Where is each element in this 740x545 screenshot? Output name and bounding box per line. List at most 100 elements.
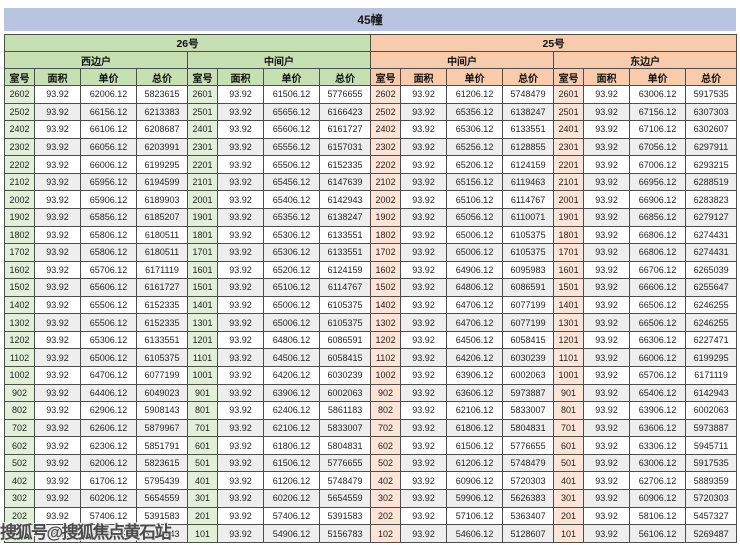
- room-number-cell: 2101: [553, 172, 585, 192]
- unit-price-cell: 64706.12: [446, 295, 504, 315]
- total-price-cell: 6293215: [685, 155, 738, 174]
- unit-price-cell: 65006.12: [80, 348, 137, 367]
- unit-price-cell: 66606.12: [629, 278, 687, 297]
- total-price-cell: 5973887: [502, 383, 555, 403]
- unit-price-cell: 65906.12: [80, 190, 137, 209]
- total-price-cell: 5720303: [685, 488, 738, 508]
- total-price-cell: 5833007: [318, 418, 372, 438]
- unit-price-cell: 65606.12: [263, 120, 320, 139]
- unit-price-cell: 66506.12: [629, 313, 687, 332]
- total-price-cell: 5823615: [136, 85, 188, 104]
- room-number-cell: 2402: [370, 120, 402, 139]
- room-number-cell: 402: [4, 471, 35, 490]
- unit-price-cell: 62006.12: [80, 453, 137, 473]
- room-number-cell: 102: [370, 524, 402, 543]
- unit-price-cell: 63906.12: [629, 401, 687, 420]
- room-number-cell: 1502: [4, 278, 35, 297]
- table-row: 602 93.92 62306.12 5851791 601 93.92 61806.12 5…: [4, 436, 738, 455]
- area-cell: 93.92: [34, 366, 81, 385]
- column-header-unit-price: 单价: [263, 68, 320, 86]
- area-cell: 93.92: [34, 243, 81, 262]
- room-number-cell: 1902: [4, 207, 35, 227]
- column-header-room-number: 室号: [4, 68, 35, 86]
- room-number-cell: 202: [370, 506, 402, 526]
- unit-header-west: 西边户: [4, 51, 188, 69]
- room-number-cell: 901: [553, 383, 585, 403]
- unit-price-cell: 61206.12: [446, 85, 504, 104]
- area-cell: 93.92: [34, 295, 81, 315]
- unit-price-cell: 60206.12: [263, 488, 320, 508]
- price-sheet: 45幢 26号 25号 西边户 中间户 中间户 东边户 室: [3, 8, 738, 543]
- area-cell: 93.92: [583, 506, 631, 526]
- unit-price-cell: 65106.12: [263, 278, 320, 297]
- unit-price-cell: 61806.12: [446, 418, 504, 438]
- unit-price-cell: 58106.12: [629, 506, 687, 526]
- unit-price-cell: 65956.12: [80, 172, 137, 192]
- total-price-cell: 6133551: [502, 120, 555, 139]
- total-price-cell: 6105375: [318, 313, 372, 332]
- area-cell: 93.92: [217, 524, 264, 543]
- area-cell: 93.92: [400, 172, 448, 192]
- unit-price-cell: 63306.12: [629, 436, 687, 455]
- room-number-cell: 801: [187, 401, 218, 420]
- total-price-cell: 6114767: [502, 190, 555, 209]
- total-price-cell: 6058415: [502, 330, 555, 350]
- area-cell: 93.92: [400, 453, 448, 473]
- area-cell: 93.92: [583, 207, 631, 227]
- unit-price-cell: 65706.12: [80, 260, 137, 280]
- room-number-cell: 2502: [4, 102, 35, 122]
- unit-price-cell: 67156.12: [629, 102, 687, 122]
- area-cell: 93.92: [34, 453, 81, 473]
- area-cell: 93.92: [400, 102, 448, 122]
- unit-price-cell: 63906.12: [446, 366, 504, 385]
- unit-price-cell: 55406.12: [80, 524, 137, 543]
- column-header-room-number: 室号: [553, 68, 585, 86]
- table-row: 102 93.92 55406.12 5203743 101 93.92 54906.12 5…: [4, 524, 738, 543]
- room-number-cell: 1002: [4, 366, 35, 385]
- unit-header-east: 东边户: [553, 51, 738, 69]
- watermark: 搜狐号@搜狐焦点黄石站: [0, 523, 172, 542]
- area-cell: 93.92: [217, 383, 264, 403]
- room-number-cell: 301: [553, 488, 585, 508]
- area-cell: 93.92: [34, 102, 81, 122]
- room-number-cell: 2401: [187, 120, 218, 139]
- area-cell: 93.92: [400, 225, 448, 245]
- area-cell: 93.92: [217, 102, 264, 122]
- room-number-cell: 1601: [553, 260, 585, 280]
- unit-price-cell: 65356.12: [263, 207, 320, 227]
- area-cell: 93.92: [34, 524, 81, 543]
- table-row: 302 93.92 60206.12 5654559 301 93.92 60206.12 5…: [4, 488, 738, 508]
- area-cell: 93.92: [400, 348, 448, 367]
- room-number-cell: 1002: [370, 366, 402, 385]
- total-price-cell: 6049023: [136, 383, 188, 403]
- room-number-cell: 2202: [4, 155, 35, 174]
- building-title: 45幢: [357, 13, 383, 27]
- total-price-cell: 6128855: [502, 137, 555, 157]
- unit-price-cell: 65256.12: [446, 137, 504, 157]
- unit-price-cell: 62906.12: [80, 401, 137, 420]
- column-header-area: 面积: [34, 68, 81, 86]
- unit-price-cell: 64206.12: [263, 366, 320, 385]
- area-cell: 93.92: [583, 243, 631, 262]
- area-cell: 93.92: [217, 471, 264, 490]
- unit-price-cell: 65006.12: [446, 243, 504, 262]
- room-number-cell: 1802: [4, 225, 35, 245]
- table-row: 1702 93.92 65806.12 6180511 1701 93.92 65306.1…: [4, 243, 738, 262]
- column-header-area: 面积: [217, 68, 264, 86]
- room-number-cell: 2601: [553, 85, 585, 104]
- total-price-cell: 5626383: [502, 488, 555, 508]
- total-price-cell: 6138247: [318, 207, 372, 227]
- room-number-cell: 901: [187, 383, 218, 403]
- room-number-cell: 1302: [4, 313, 35, 332]
- table-row: 1402 93.92 65506.12 6152335 1401 93.92 65006.1…: [4, 295, 738, 315]
- area-cell: 93.92: [217, 278, 264, 297]
- room-number-cell: 1602: [4, 260, 35, 280]
- room-number-cell: 602: [370, 436, 402, 455]
- area-cell: 93.92: [34, 260, 81, 280]
- total-price-cell: 6110071: [502, 207, 555, 227]
- total-price-cell: 6138247: [502, 102, 555, 122]
- room-number-cell: 1301: [553, 313, 585, 332]
- total-price-cell: 5804831: [318, 436, 372, 455]
- unit-price-cell: 62606.12: [80, 418, 137, 438]
- room-number-cell: 2201: [187, 155, 218, 174]
